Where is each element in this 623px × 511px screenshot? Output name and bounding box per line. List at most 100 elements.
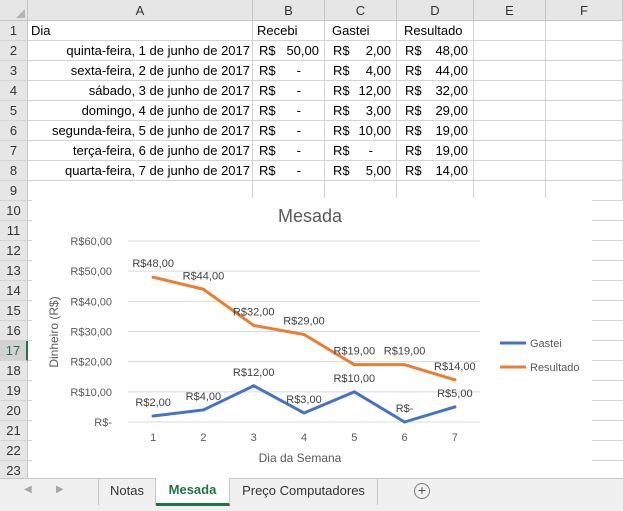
cell-resultado[interactable]: R$ 19,00 — [397, 141, 474, 161]
cell-resultado[interactable]: R$ 32,00 — [397, 81, 474, 101]
cell-gastei[interactable]: R$ - — [325, 141, 397, 161]
row-header-2[interactable]: 2 — [0, 41, 28, 61]
cell-gastei[interactable]: R$ 10,00 — [325, 121, 397, 141]
data-point-gastei[interactable] — [403, 420, 407, 424]
column-header-e[interactable]: E — [474, 0, 546, 21]
gridline — [28, 160, 623, 161]
cell-recebi[interactable]: R$ - — [253, 121, 325, 141]
row-header-14[interactable]: 14 — [0, 281, 28, 301]
cell-gastei[interactable]: R$ 2,00 — [325, 41, 397, 61]
data-point-resultado[interactable] — [302, 333, 306, 337]
row-header-15[interactable]: 15 — [0, 301, 28, 321]
row-header-19[interactable]: 19 — [0, 381, 28, 401]
column-header-b[interactable]: B — [253, 0, 325, 21]
data-point-gastei[interactable] — [151, 414, 155, 418]
data-point-resultado[interactable] — [403, 363, 407, 367]
row-header-18[interactable]: 18 — [0, 361, 28, 381]
cell-dia[interactable]: quinta-feira, 1 de junho de 2017 — [66, 43, 250, 58]
cell-header-gastei[interactable]: Gastei — [332, 23, 370, 38]
currency-symbol: R$ — [259, 103, 276, 118]
cell-value: - — [296, 63, 301, 78]
cell-dia[interactable]: segunda-feira, 5 de junho de 2017 — [51, 123, 250, 138]
cell-gastei[interactable]: R$ 4,00 — [325, 61, 397, 81]
cell-resultado[interactable]: R$ 14,00 — [397, 161, 474, 181]
select-all-corner[interactable] — [0, 0, 28, 21]
row-header-16[interactable]: 16 — [0, 321, 28, 341]
column-header-f[interactable]: F — [546, 0, 623, 21]
cell-value: 10,00 — [358, 123, 391, 138]
row-header-21[interactable]: 21 — [0, 421, 28, 441]
row-header-5[interactable]: 5 — [0, 101, 28, 121]
cell-header-resultado[interactable]: Resultado — [404, 23, 463, 38]
cell-recebi[interactable]: R$ - — [253, 161, 325, 181]
row-header-4[interactable]: 4 — [0, 81, 28, 101]
cell-dia[interactable]: domingo, 4 de junho de 2017 — [81, 103, 250, 118]
data-point-resultado[interactable] — [252, 323, 256, 327]
data-point-gastei[interactable] — [252, 384, 256, 388]
cell-recebi[interactable]: R$ - — [253, 61, 325, 81]
gridline — [28, 140, 623, 141]
column-header-c[interactable]: C — [325, 0, 397, 21]
row-header-20[interactable]: 20 — [0, 401, 28, 421]
data-label: R$32,00 — [233, 306, 275, 318]
row-header-7[interactable]: 7 — [0, 141, 28, 161]
cell-resultado[interactable]: R$ 29,00 — [397, 101, 474, 121]
cell-dia[interactable]: quarta-feira, 7 de junho de 2017 — [64, 163, 250, 178]
chart[interactable]: Mesada Dinheiro (R$) Dia da Semana R$- R$… — [32, 198, 592, 476]
row-header-11[interactable]: 11 — [0, 221, 28, 241]
add-sheet-icon[interactable]: + — [414, 483, 430, 499]
data-point-gastei[interactable] — [302, 411, 306, 415]
row-header-3[interactable]: 3 — [0, 61, 28, 81]
cell-dia[interactable]: terça-feira, 6 de junho de 2017 — [72, 143, 250, 158]
row-header-6[interactable]: 6 — [0, 121, 28, 141]
row-header-22[interactable]: 22 — [0, 441, 28, 461]
row-header-9[interactable]: 9 — [0, 181, 28, 201]
cell-resultado[interactable]: R$ 19,00 — [397, 121, 474, 141]
data-point-resultado[interactable] — [352, 363, 356, 367]
column-header-d[interactable]: D — [397, 0, 474, 21]
y-tick-label: R$40,00 — [70, 296, 112, 308]
gridline — [252, 21, 253, 201]
currency-symbol: R$ — [259, 143, 276, 158]
row-header-17[interactable]: 17 — [0, 341, 28, 361]
data-point-gastei[interactable] — [453, 405, 457, 409]
scroll-left-icon[interactable]: ◀ — [24, 484, 32, 495]
cell-dia[interactable]: sábado, 3 de junho de 2017 — [88, 83, 250, 98]
row-header-12[interactable]: 12 — [0, 241, 28, 261]
cell-recebi[interactable]: R$ - — [253, 101, 325, 121]
row-header-8[interactable]: 8 — [0, 161, 28, 181]
currency-symbol: R$ — [333, 143, 350, 158]
y-tick-label: R$50,00 — [70, 266, 112, 278]
cell-recebi[interactable]: R$ 50,00 — [253, 41, 325, 61]
data-point-resultado[interactable] — [151, 275, 155, 279]
column-header-a[interactable]: A — [28, 0, 253, 21]
cell-gastei[interactable]: R$ 3,00 — [325, 101, 397, 121]
cell-gastei[interactable]: R$ 12,00 — [325, 81, 397, 101]
cell-dia[interactable]: sexta-feira, 2 de junho de 2017 — [70, 63, 250, 78]
sheet-tab-mesada[interactable]: Mesada — [156, 478, 230, 506]
data-point-gastei[interactable] — [352, 390, 356, 394]
legend-label-gastei: Gastei — [530, 338, 562, 350]
data-point-resultado[interactable] — [453, 378, 457, 382]
cell-recebi[interactable]: R$ - — [253, 81, 325, 101]
cell-resultado[interactable]: R$ 44,00 — [397, 61, 474, 81]
cell-header-dia[interactable]: Dia — [31, 23, 51, 38]
row-header-10[interactable]: 10 — [0, 201, 28, 221]
chart-xlabel: Dia da Semana — [259, 451, 342, 465]
cell-recebi[interactable]: R$ - — [253, 141, 325, 161]
cell-gastei[interactable]: R$ 5,00 — [325, 161, 397, 181]
row-header-1[interactable]: 1 — [0, 21, 28, 41]
data-point-gastei[interactable] — [201, 408, 205, 412]
gridline — [28, 40, 623, 41]
cell-value: - — [296, 143, 301, 158]
sheet-tab-pre-o-computadores[interactable]: Preço Computadores — [230, 479, 378, 505]
row-header-23[interactable]: 23 — [0, 461, 28, 478]
cell-resultado[interactable]: R$ 48,00 — [397, 41, 474, 61]
data-point-resultado[interactable] — [201, 287, 205, 291]
scroll-right-icon[interactable]: ▶ — [56, 484, 64, 495]
series-line-resultado[interactable] — [151, 275, 457, 382]
sheet-tab-notas[interactable]: Notas — [98, 479, 156, 505]
row-header-13[interactable]: 13 — [0, 261, 28, 281]
cell-header-recebi[interactable]: Recebi — [257, 23, 298, 38]
